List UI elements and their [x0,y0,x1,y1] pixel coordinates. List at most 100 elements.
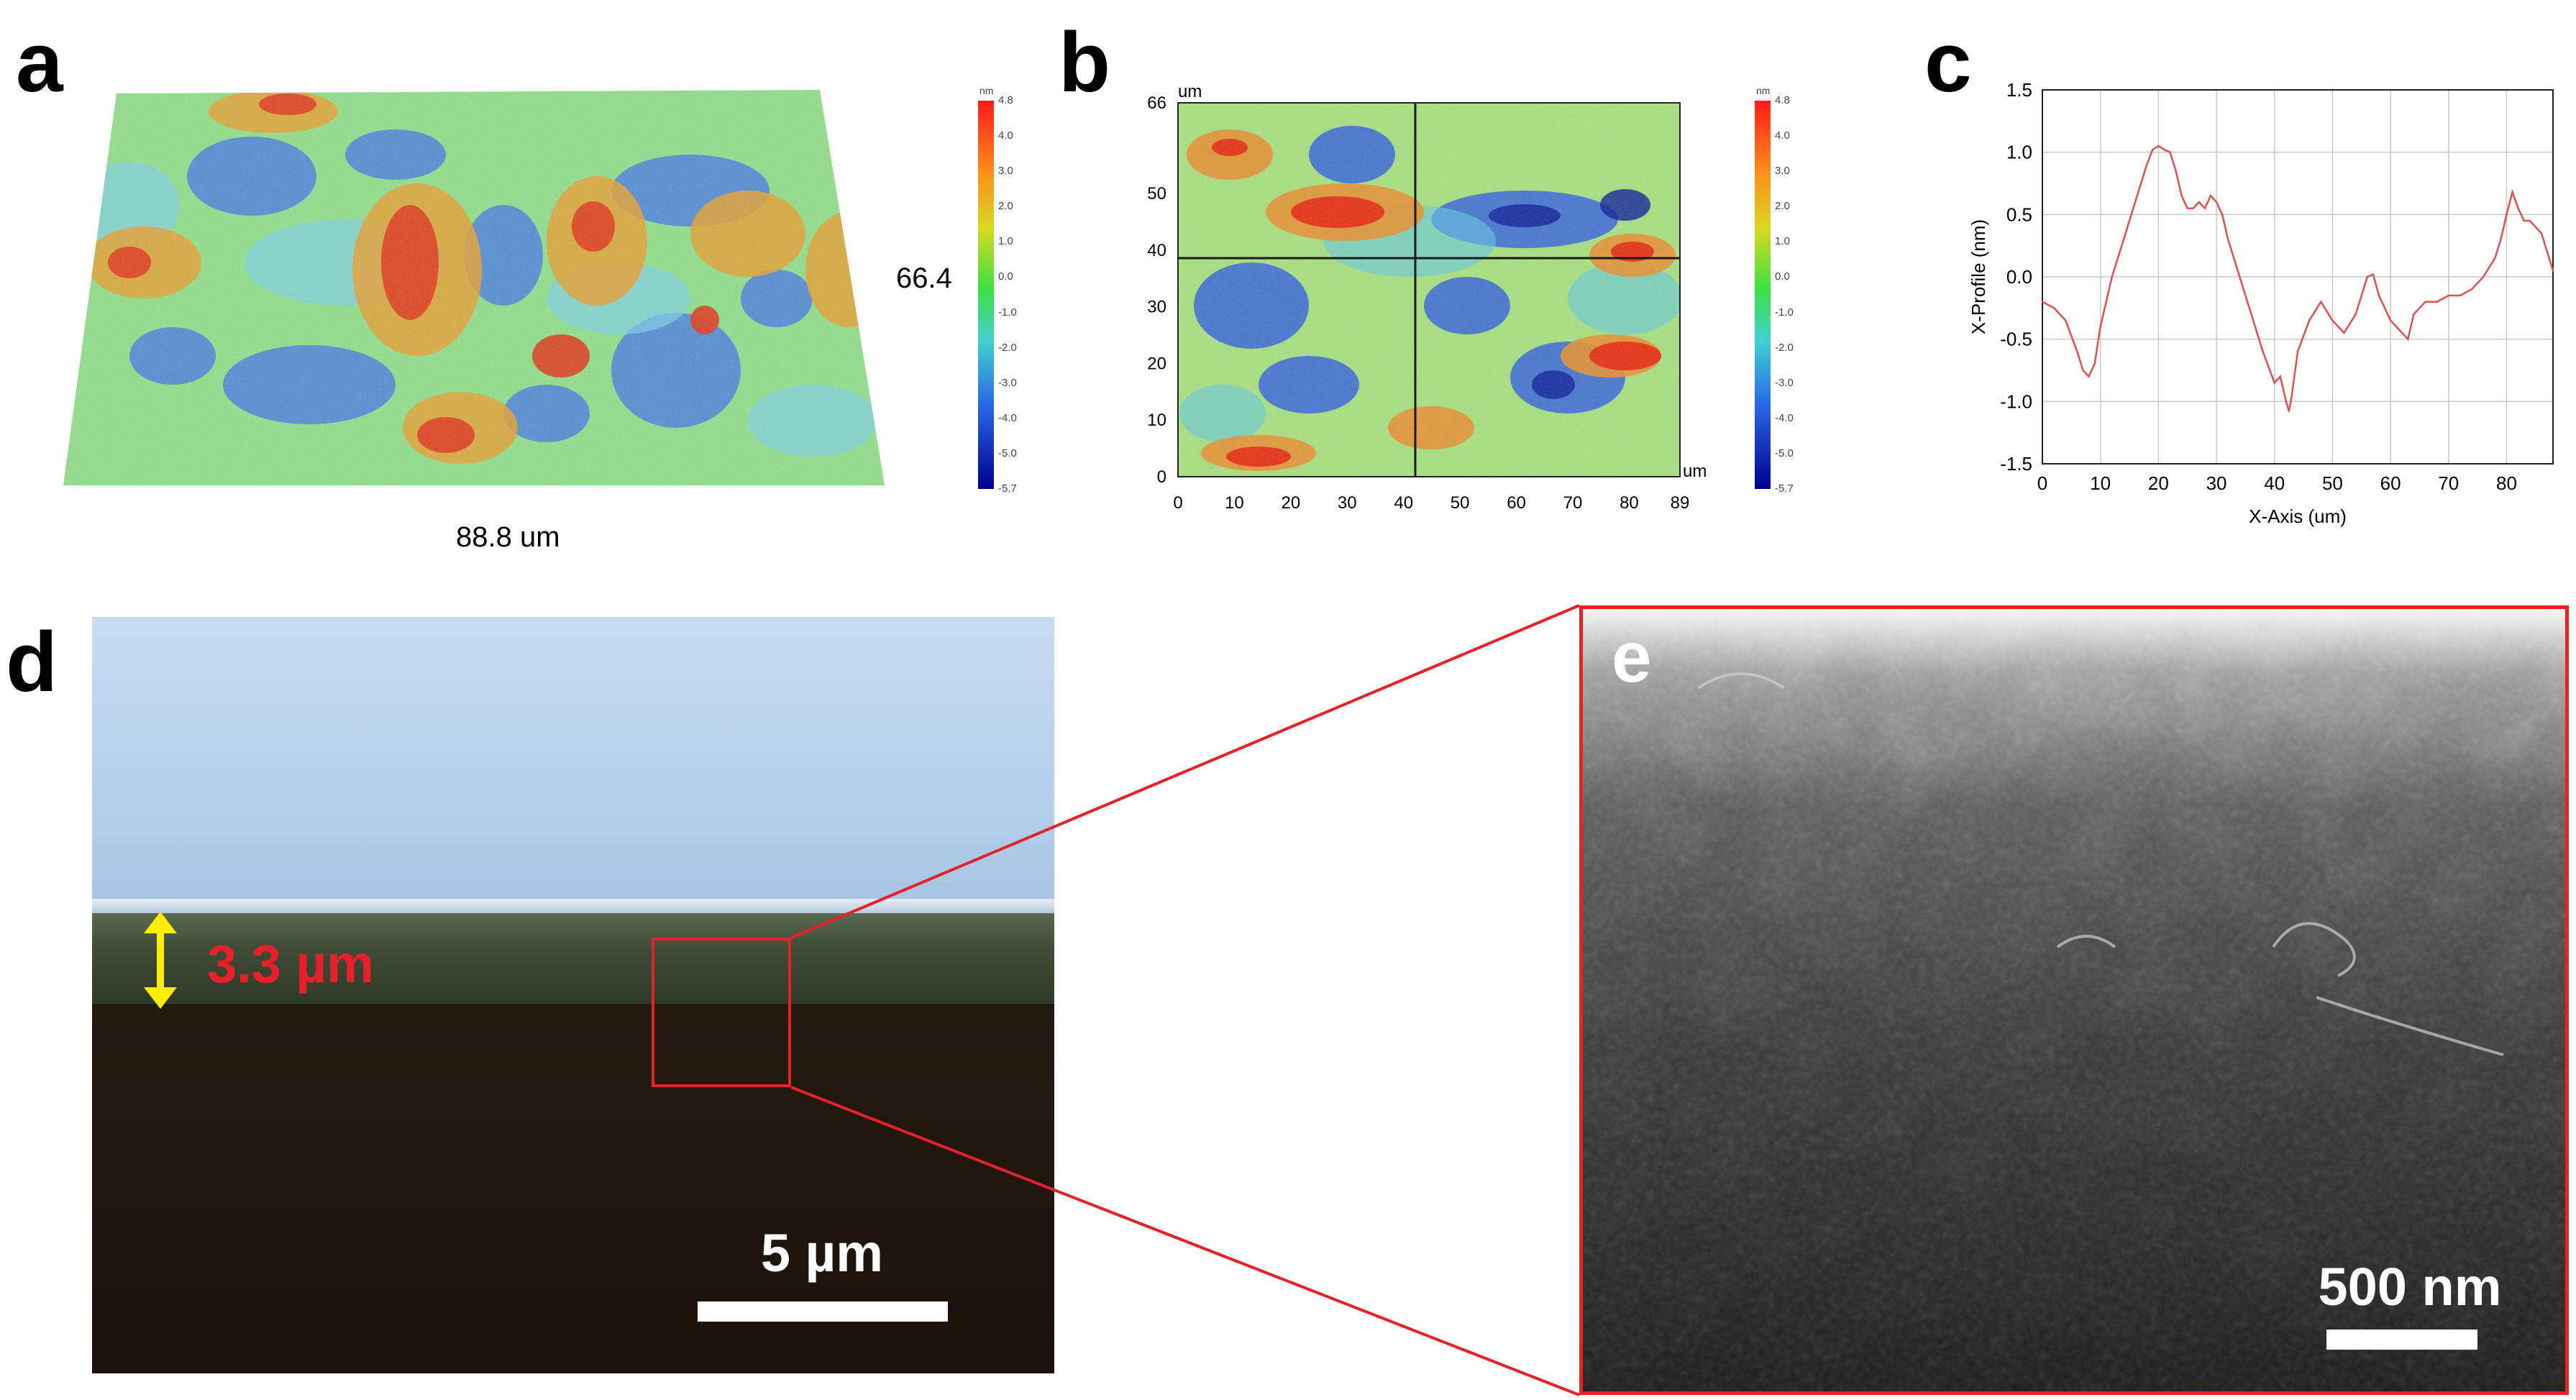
panel-label-e: e [1612,617,1652,697]
profile-point-33 [2290,394,2293,396]
colorbar-b-gradient [1755,101,1771,489]
colorbar-a-tick-6: -1.0 [998,306,1017,319]
scale-label-d: 5 µm [760,1223,884,1283]
b-y-unit: um [1178,82,1202,101]
profile-point-8 [2111,275,2114,278]
colorbar-a-tick-10: -5.0 [998,447,1017,459]
colorbar-b-unit: nm [1756,85,1771,96]
b-y-tick-6: 0 [1157,467,1166,487]
profile-point-43 [2389,319,2392,321]
colorbar-b-tick-5: 0.0 [1775,270,1790,283]
colorbar-a-gradient [978,101,994,489]
c-plot-frame [2042,89,2554,465]
c-x-tick-6: 60 [2380,472,2401,494]
zoom-inset-box [652,938,791,1087]
profile-point-52 [2482,275,2485,278]
profile-line-chart: 0 10 20 30 40 50 60 70 80 1.5 1.0 0.5 0.0 -0.5 -1.0 -1… [1968,79,2554,527]
colorbar-b-tick-6: -1.0 [1775,306,1794,319]
c-x-axis-label: X-Axis (um) [2249,505,2347,527]
colorbar-a-tick-1: 4.0 [998,129,1013,142]
colorbar-b-tick-1: 4.0 [1775,129,1790,142]
profile-point-47 [2424,301,2426,303]
colorbar-a-unit: nm [979,85,994,96]
c-x-tick-0: 0 [2037,472,2047,494]
c-x-tick-8: 80 [2496,472,2517,494]
profile-point-15 [2169,151,2171,153]
profile-point-12 [2152,149,2154,151]
b-x-tick-6: 60 [1507,493,1526,513]
b-x-tick-9: 89 [1671,493,1690,513]
scale-bar-d [698,1301,948,1322]
colorbar-a-tick-5: 0.0 [998,270,1013,283]
colorbar-b-tick-0: 4.8 [1775,94,1790,106]
profile-point-5 [2088,375,2090,378]
c-x-tick-3: 30 [2206,472,2227,494]
c-y-tick-labels: 1.5 1.0 0.5 0.0 -0.5 -1.0 -1.5 [2000,79,2032,475]
width-label: 88.8 um [456,521,560,553]
sem-zoom-image: e 500 nm [1579,605,2569,1395]
colorbar-a-tick-0: 4.8 [998,94,1013,106]
b-y-tick-5: 10 [1147,411,1166,430]
profile-point-6 [2093,363,2096,365]
profile-point-27 [2250,313,2252,316]
profile-point-16 [2175,170,2177,172]
profile-point-18 [2186,207,2188,209]
b-x-tick-2: 20 [1282,493,1301,513]
b-x-unit: um [1683,462,1707,481]
scale-bar-e [2326,1330,2477,1350]
profile-point-0 [2041,301,2044,303]
profile-series-points [2041,145,2554,413]
profile-point-7 [2099,326,2101,328]
c-y-axis-label: X-Profile (nm) [1968,219,1989,334]
profile-point-22 [2209,195,2212,197]
profile-point-11 [2146,163,2148,166]
colorbar-b-tick-7: -2.0 [1775,341,1794,354]
profile-point-55 [2506,214,2508,216]
colorbar-a-tick-7: -2.0 [998,341,1017,354]
profile-point-48 [2436,301,2438,303]
scale-label-e: 500 nm [2318,1257,2502,1317]
b-x-tick-8: 80 [1620,493,1639,513]
profile-point-34 [2296,350,2299,353]
colorbar-b-tick-3: 2.0 [1775,200,1790,213]
depth-label: 66.4 [896,262,952,294]
profile-point-23 [2215,201,2218,203]
profile-point-35 [2308,319,2311,321]
profile-point-37 [2331,319,2334,321]
profile-point-39 [2355,313,2357,316]
profile-point-60 [2540,232,2543,234]
colorbar-b-tick-9: -4.0 [1775,411,1794,424]
profile-series-line [2042,145,2554,412]
c-y-tick-0: 1.5 [2006,79,2032,101]
profile-point-59 [2529,219,2531,222]
profile-point-44 [2401,331,2403,334]
profile-point-21 [2203,207,2206,209]
surface-3d-plot [63,90,885,485]
c-y-tick-1: 1.0 [2006,142,2032,163]
profile-point-30 [2279,375,2281,378]
b-y-tick-0: 66 [1147,93,1166,113]
c-y-tick-3: 0.0 [2006,266,2032,288]
colorbar-a-tick-8: -3.0 [998,376,1017,389]
colorbar-a: nm 4.8 4.0 3.0 2.0 1.0 0.0 -1.0 -2.0 -3.0 -4.0 -5.… [978,85,1072,498]
profile-point-53 [2494,257,2496,260]
profile-point-32 [2288,411,2290,413]
profile-point-61 [2552,270,2554,272]
b-y-tick-3: 30 [1147,298,1166,317]
colorbar-a-tick-2: 3.0 [998,165,1013,178]
colorbar-a-tick-4: 1.0 [998,235,1013,248]
colorbar-b-tick-10: -5.0 [1775,447,1794,459]
profile-point-38 [2343,331,2345,334]
profile-point-29 [2273,382,2275,384]
c-x-tick-labels: 0 10 20 30 40 50 60 70 80 [2037,472,2517,494]
b-y-tick-2: 40 [1147,241,1166,260]
panel-label-b: b [1059,15,1111,110]
profile-point-10 [2134,201,2137,203]
colorbar-b-tick-2: 3.0 [1775,165,1790,178]
c-x-tick-7: 70 [2438,472,2459,494]
panel-label-a: a [16,15,63,110]
b-x-tick-5: 50 [1451,493,1470,513]
c-x-tick-1: 10 [2090,472,2111,494]
c-x-tick-5: 50 [2322,472,2343,494]
